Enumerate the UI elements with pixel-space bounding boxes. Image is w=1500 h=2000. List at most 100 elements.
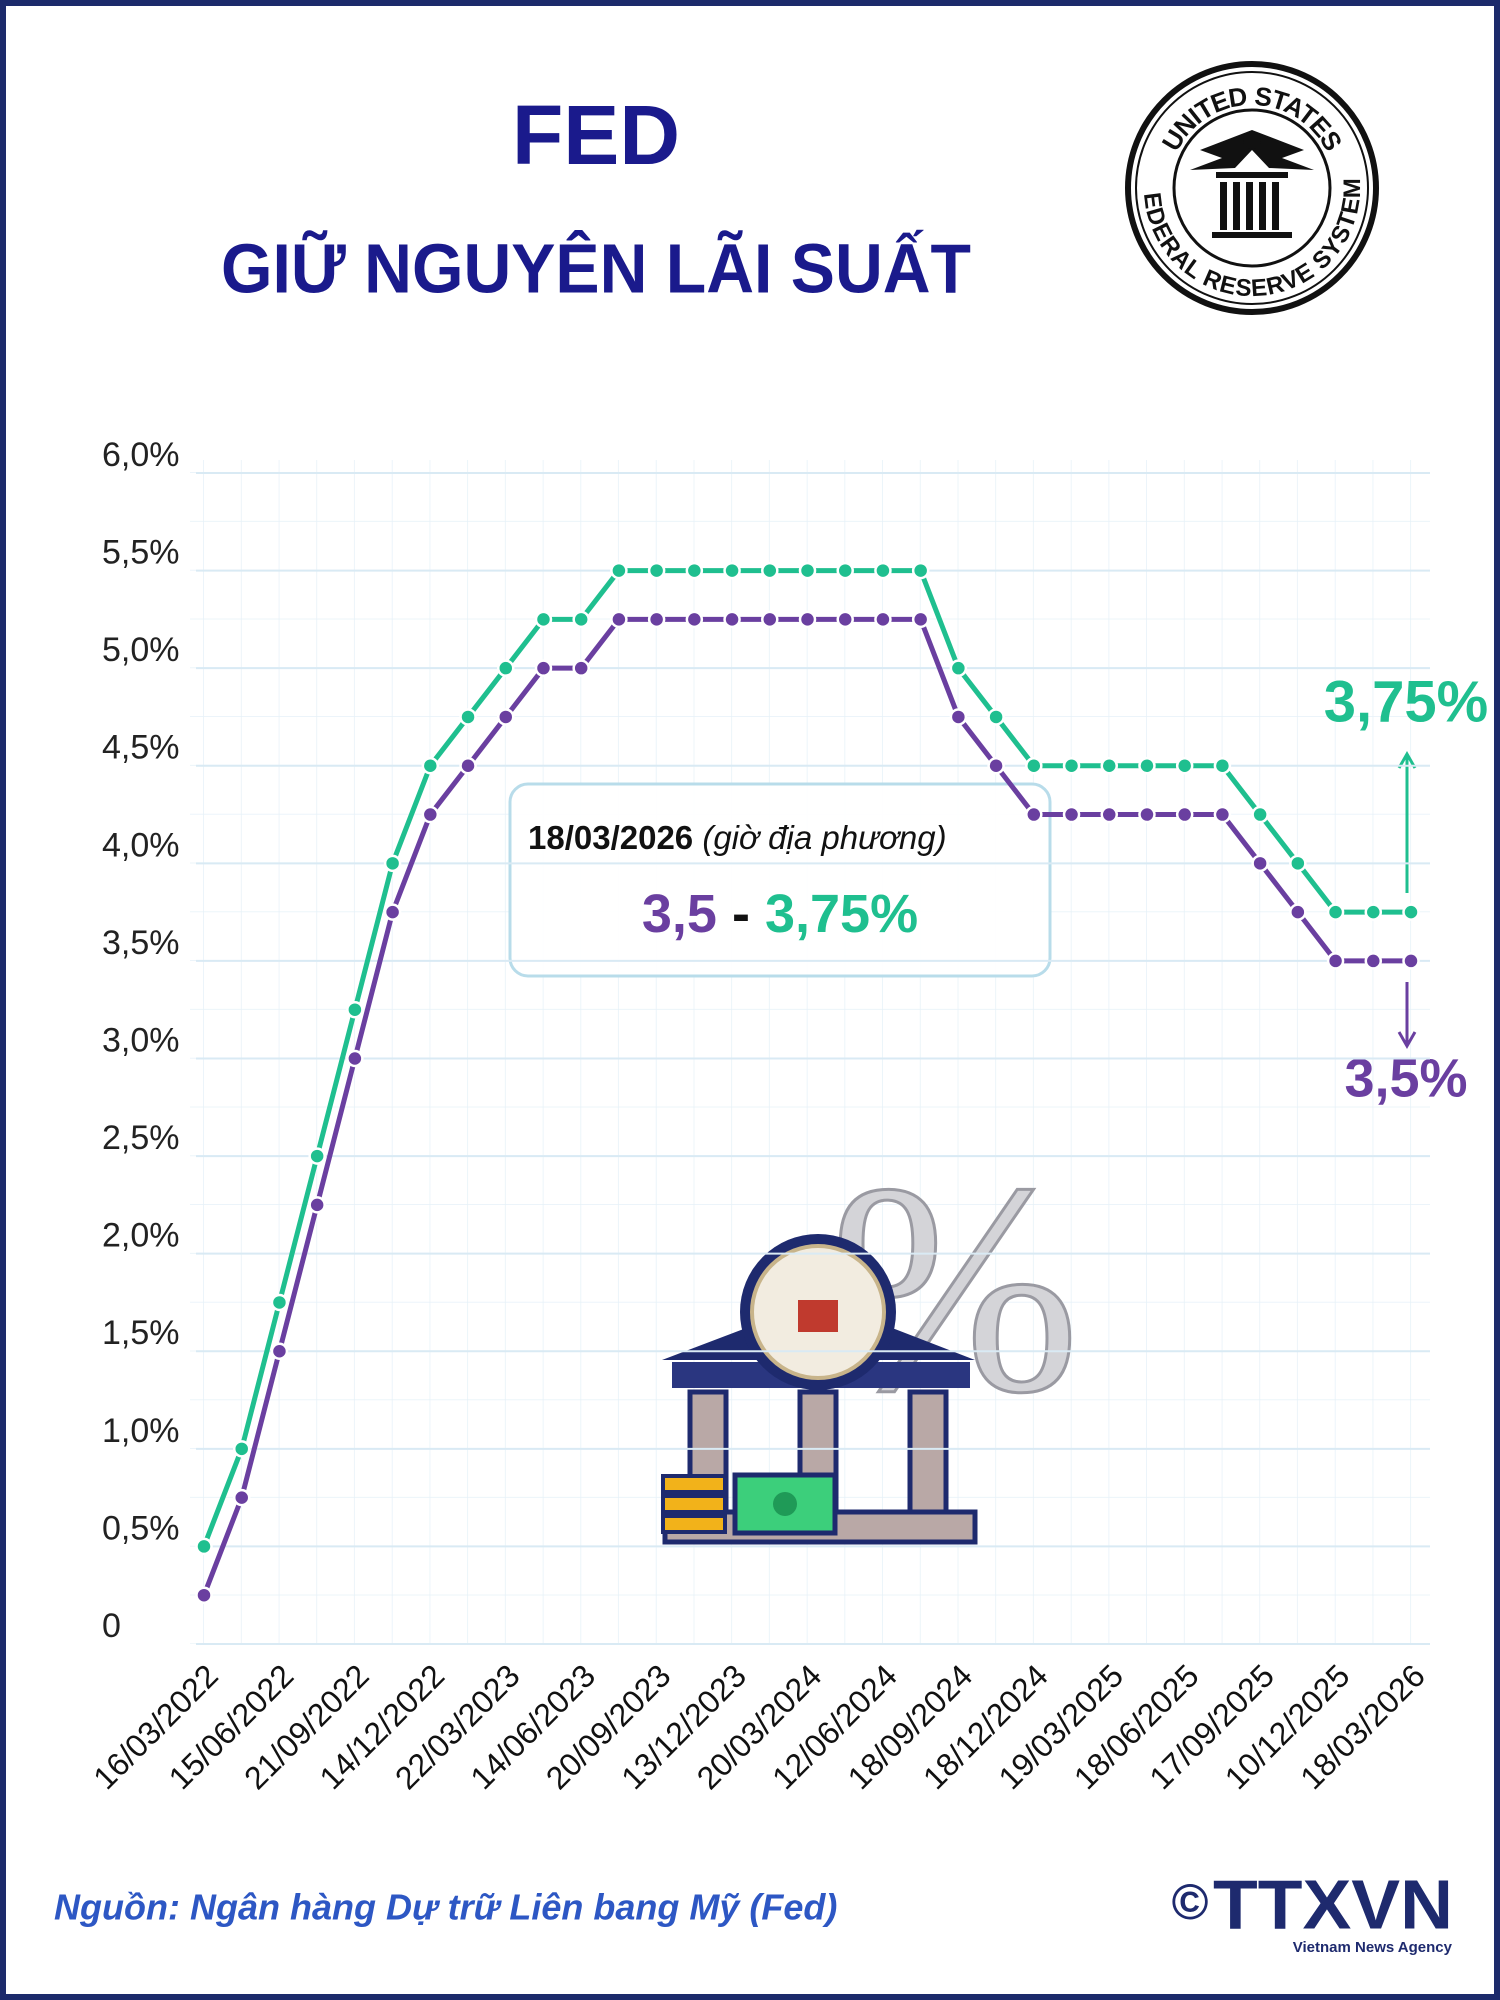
data-point bbox=[383, 903, 402, 921]
data-point bbox=[911, 610, 930, 629]
data-point bbox=[1402, 952, 1420, 970]
y-tick-label: 5,5% bbox=[102, 534, 180, 572]
data-point bbox=[761, 610, 779, 629]
y-tick-label: 2,0% bbox=[102, 1217, 180, 1255]
end-label-upper: 3,75% bbox=[1324, 669, 1488, 734]
data-point bbox=[572, 610, 590, 629]
data-point bbox=[1364, 903, 1383, 921]
data-point bbox=[911, 561, 930, 580]
data-point bbox=[1025, 805, 1043, 824]
data-point bbox=[1326, 903, 1345, 921]
data-point bbox=[874, 561, 892, 580]
data-point bbox=[761, 561, 779, 580]
data-point bbox=[610, 610, 628, 629]
annotation-box: 18/03/2026 (giờ địa phương) 3,5 - 3,75% bbox=[508, 782, 1052, 978]
data-point bbox=[383, 854, 402, 873]
data-point bbox=[1175, 805, 1194, 824]
y-tick-label: 4,0% bbox=[102, 826, 180, 864]
data-point bbox=[346, 1049, 364, 1068]
data-point bbox=[1213, 805, 1232, 824]
y-tick-label: 6,0% bbox=[102, 436, 180, 474]
data-point bbox=[497, 659, 515, 677]
data-point bbox=[1138, 805, 1156, 824]
data-point bbox=[497, 708, 515, 726]
logo: TTXVN bbox=[1213, 1865, 1453, 1943]
data-point bbox=[1025, 757, 1043, 775]
annotation-sep: - bbox=[732, 884, 750, 944]
data-point bbox=[459, 757, 477, 775]
data-point bbox=[987, 757, 1005, 775]
annotation-high: 3,75% bbox=[765, 884, 918, 944]
illustration: % bbox=[661, 1120, 1081, 1545]
data-point bbox=[232, 1488, 251, 1507]
agency: Vietnam News Agency bbox=[1293, 1939, 1453, 1956]
data-point bbox=[949, 708, 968, 726]
data-point bbox=[308, 1196, 326, 1214]
data-point bbox=[1402, 903, 1420, 921]
annotation-low: 3,5 bbox=[642, 884, 717, 944]
data-point bbox=[647, 610, 666, 629]
y-tick-label: 0 bbox=[102, 1607, 121, 1645]
data-point bbox=[1062, 757, 1081, 775]
data-point bbox=[195, 1586, 213, 1604]
source: Nguồn: Ngân hàng Dự trữ Liên bang Mỹ (Fe… bbox=[54, 1887, 837, 1928]
data-point bbox=[534, 659, 553, 677]
data-point bbox=[270, 1342, 289, 1360]
data-point bbox=[685, 561, 704, 580]
y-tick-label: 1,5% bbox=[102, 1314, 180, 1352]
y-tick-label: 5,0% bbox=[102, 631, 180, 669]
data-point bbox=[195, 1537, 213, 1556]
arrow-down bbox=[1397, 982, 1417, 1050]
data-point bbox=[270, 1293, 289, 1312]
data-point bbox=[723, 610, 741, 629]
data-point bbox=[421, 757, 440, 775]
data-point bbox=[1251, 805, 1269, 824]
data-point bbox=[836, 610, 854, 629]
data-point bbox=[1100, 757, 1118, 775]
annotation-note: (giờ địa phương) bbox=[702, 819, 946, 856]
data-point bbox=[1326, 952, 1345, 970]
y-tick-label: 3,5% bbox=[102, 924, 180, 962]
y-tick-label: 4,5% bbox=[102, 729, 180, 767]
arrow-up bbox=[1397, 750, 1417, 893]
data-point bbox=[572, 659, 590, 677]
data-point bbox=[798, 561, 817, 580]
end-label-lower: 3,5% bbox=[1344, 1048, 1467, 1108]
data-point bbox=[1251, 854, 1269, 873]
title: FED bbox=[512, 88, 680, 182]
data-point bbox=[1364, 952, 1383, 970]
data-point bbox=[798, 610, 817, 629]
data-point bbox=[232, 1440, 251, 1458]
data-point bbox=[421, 805, 440, 824]
data-point bbox=[685, 610, 704, 629]
grid bbox=[196, 472, 1430, 1645]
annotation-date-line: 18/03/2026 (giờ địa phương) bbox=[528, 819, 947, 856]
data-point bbox=[874, 610, 892, 629]
y-tick-label: 1,0% bbox=[102, 1412, 180, 1450]
data-point bbox=[987, 708, 1005, 726]
data-point bbox=[1138, 757, 1156, 775]
y-tick-label: 3,0% bbox=[102, 1021, 180, 1059]
data-point bbox=[1062, 805, 1081, 824]
data-point bbox=[1175, 757, 1194, 775]
data-point bbox=[459, 708, 477, 726]
y-tick-label: 2,5% bbox=[102, 1119, 180, 1157]
data-point bbox=[346, 1000, 364, 1019]
annotation-range: 3,5 - 3,75% bbox=[642, 884, 918, 944]
data-point bbox=[534, 610, 553, 629]
data-point bbox=[1100, 805, 1118, 824]
data-point bbox=[610, 561, 628, 580]
data-point bbox=[1213, 757, 1232, 775]
copyright: © bbox=[1172, 1874, 1209, 1930]
data-point bbox=[723, 561, 741, 580]
data-point bbox=[1289, 903, 1307, 921]
data-point bbox=[308, 1147, 326, 1165]
data-point bbox=[836, 561, 854, 580]
annotation-date: 18/03/2026 bbox=[528, 819, 693, 856]
y-tick-label: 0,5% bbox=[102, 1509, 180, 1547]
data-point bbox=[647, 561, 666, 580]
data-point bbox=[1289, 854, 1307, 873]
data-point bbox=[949, 659, 968, 677]
